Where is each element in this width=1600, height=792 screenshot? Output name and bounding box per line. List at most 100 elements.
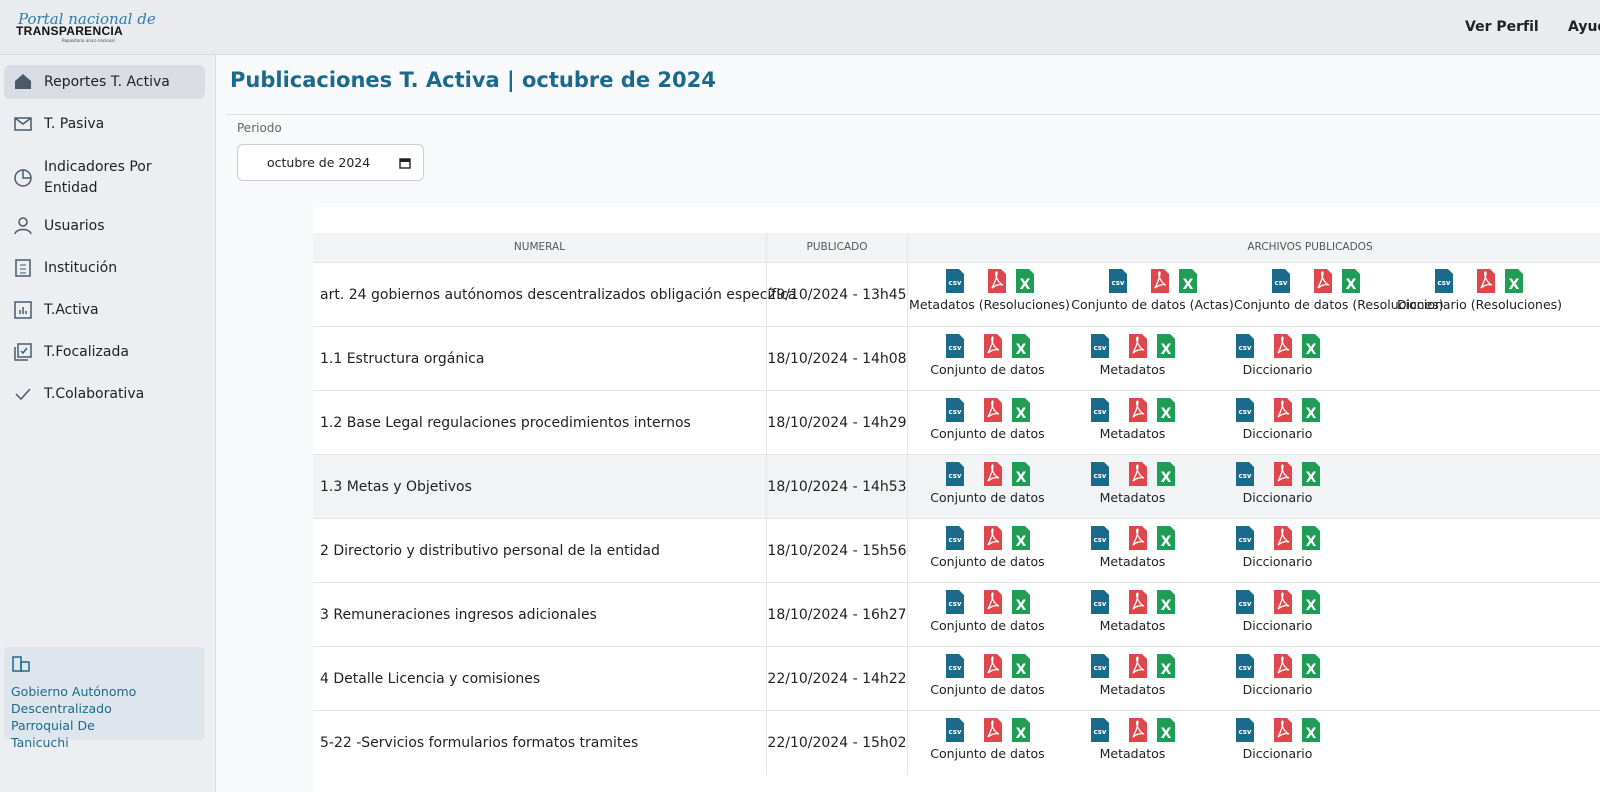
pdf-icon[interactable]	[1273, 717, 1293, 743]
csv-icon[interactable]: csv	[945, 461, 965, 487]
file-group[interactable]: csv X Conjunto de datos	[915, 525, 1060, 569]
excel-icon[interactable]: X	[1341, 268, 1361, 294]
sidebar-item[interactable]: T.Colaborativa	[4, 377, 205, 411]
excel-icon[interactable]: X	[1015, 268, 1035, 294]
pdf-icon[interactable]	[1128, 461, 1148, 487]
file-group[interactable]: csv X Diccionario	[1205, 525, 1350, 569]
excel-icon[interactable]: X	[1156, 717, 1176, 743]
csv-icon[interactable]: csv	[945, 397, 965, 423]
excel-icon[interactable]: X	[1156, 461, 1176, 487]
file-group[interactable]: csv X Diccionario	[1205, 397, 1350, 441]
excel-icon[interactable]: X	[1011, 653, 1031, 679]
pdf-icon[interactable]	[983, 461, 1003, 487]
excel-icon[interactable]: X	[1301, 589, 1321, 615]
sidebar-item[interactable]: Usuarios	[4, 209, 205, 243]
excel-icon[interactable]: X	[1504, 268, 1524, 294]
file-group[interactable]: csv X Conjunto de datos (Resoluciones)	[1234, 268, 1444, 312]
csv-icon[interactable]: csv	[945, 653, 965, 679]
file-group[interactable]: csv X Conjunto de datos (Actas)	[1071, 268, 1234, 312]
excel-icon[interactable]: X	[1156, 397, 1176, 423]
csv-icon[interactable]: csv	[1108, 268, 1128, 294]
file-group[interactable]: csv X Conjunto de datos	[915, 653, 1060, 697]
pdf-icon[interactable]	[1128, 397, 1148, 423]
file-group[interactable]: csv X Metadatos	[1060, 461, 1205, 505]
sidebar-item[interactable]: Indicadores Por Entidad	[4, 149, 205, 207]
csv-icon[interactable]: csv	[945, 268, 965, 294]
file-group[interactable]: csv X Conjunto de datos	[915, 461, 1060, 505]
file-group[interactable]: csv X Conjunto de datos	[915, 333, 1060, 377]
csv-icon[interactable]: csv	[1090, 525, 1110, 551]
excel-icon[interactable]: X	[1156, 589, 1176, 615]
sidebar-item[interactable]: Institución	[4, 251, 205, 285]
file-group[interactable]: csv X Metadatos	[1060, 333, 1205, 377]
excel-icon[interactable]: X	[1156, 333, 1176, 359]
pdf-icon[interactable]	[1313, 268, 1333, 294]
excel-icon[interactable]: X	[1011, 397, 1031, 423]
pdf-icon[interactable]	[1273, 653, 1293, 679]
sidebar-item[interactable]: T.Focalizada	[4, 335, 205, 369]
excel-icon[interactable]: X	[1156, 653, 1176, 679]
file-group[interactable]: csv X Metadatos	[1060, 653, 1205, 697]
csv-icon[interactable]: csv	[1090, 461, 1110, 487]
csv-icon[interactable]: csv	[1090, 397, 1110, 423]
pdf-icon[interactable]	[1150, 268, 1170, 294]
excel-icon[interactable]: X	[1301, 525, 1321, 551]
pdf-icon[interactable]	[1273, 333, 1293, 359]
file-group[interactable]: csv X Diccionario	[1205, 653, 1350, 697]
csv-icon[interactable]: csv	[945, 717, 965, 743]
csv-icon[interactable]: csv	[1235, 525, 1255, 551]
sidebar-item[interactable]: T.Activa	[4, 293, 205, 327]
csv-icon[interactable]: csv	[945, 589, 965, 615]
file-group[interactable]: csv X Metadatos	[1060, 397, 1205, 441]
csv-icon[interactable]: csv	[945, 525, 965, 551]
pdf-icon[interactable]	[983, 397, 1003, 423]
pdf-icon[interactable]	[983, 717, 1003, 743]
csv-icon[interactable]: csv	[1434, 268, 1454, 294]
excel-icon[interactable]: X	[1011, 717, 1031, 743]
pdf-icon[interactable]	[1128, 333, 1148, 359]
file-group[interactable]: csv X Metadatos	[1060, 525, 1205, 569]
pdf-icon[interactable]	[983, 525, 1003, 551]
file-group[interactable]: csv X Metadatos	[1060, 589, 1205, 633]
pdf-icon[interactable]	[983, 653, 1003, 679]
csv-icon[interactable]: csv	[1090, 589, 1110, 615]
csv-icon[interactable]: csv	[1090, 717, 1110, 743]
pdf-icon[interactable]	[1128, 717, 1148, 743]
csv-icon[interactable]: csv	[1235, 653, 1255, 679]
excel-icon[interactable]: X	[1011, 333, 1031, 359]
period-input[interactable]: octubre de 2024	[237, 144, 424, 181]
file-group[interactable]: csv X Metadatos (Resoluciones)	[908, 268, 1071, 312]
pdf-icon[interactable]	[1273, 397, 1293, 423]
pdf-icon[interactable]	[1476, 268, 1496, 294]
excel-icon[interactable]: X	[1301, 717, 1321, 743]
excel-icon[interactable]: X	[1011, 589, 1031, 615]
file-group[interactable]: csv X Metadatos	[1060, 717, 1205, 761]
nav-link[interactable]: Ayuda	[1568, 19, 1600, 35]
excel-icon[interactable]: X	[1301, 397, 1321, 423]
excel-icon[interactable]: X	[1011, 525, 1031, 551]
pdf-icon[interactable]	[983, 589, 1003, 615]
csv-icon[interactable]: csv	[1235, 461, 1255, 487]
excel-icon[interactable]: X	[1178, 268, 1198, 294]
file-group[interactable]: csv X Diccionario	[1205, 333, 1350, 377]
file-group[interactable]: csv X Conjunto de datos	[915, 397, 1060, 441]
file-group[interactable]: csv X Diccionario (Resoluciones)	[1397, 268, 1562, 312]
nav-link[interactable]: Ver Perfil	[1465, 19, 1539, 35]
pdf-icon[interactable]	[1128, 653, 1148, 679]
excel-icon[interactable]: X	[1301, 653, 1321, 679]
csv-icon[interactable]: csv	[1090, 653, 1110, 679]
csv-icon[interactable]: csv	[1271, 268, 1291, 294]
csv-icon[interactable]: csv	[1235, 717, 1255, 743]
file-group[interactable]: csv X Conjunto de datos	[915, 717, 1060, 761]
excel-icon[interactable]: X	[1156, 525, 1176, 551]
csv-icon[interactable]: csv	[1235, 589, 1255, 615]
sidebar-item[interactable]: Reportes T. Activa	[4, 65, 205, 99]
pdf-icon[interactable]	[1273, 525, 1293, 551]
sidebar-item[interactable]: T. Pasiva	[4, 107, 205, 141]
pdf-icon[interactable]	[983, 333, 1003, 359]
excel-icon[interactable]: X	[1301, 461, 1321, 487]
pdf-icon[interactable]	[1128, 589, 1148, 615]
pdf-icon[interactable]	[1273, 589, 1293, 615]
csv-icon[interactable]: csv	[1090, 333, 1110, 359]
pdf-icon[interactable]	[1128, 525, 1148, 551]
